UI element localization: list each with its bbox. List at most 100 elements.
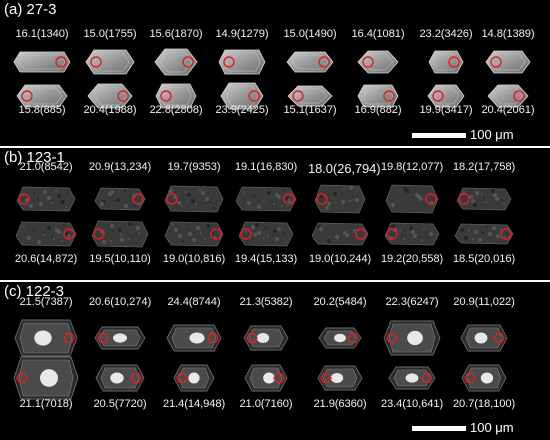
analysis-spot [117,90,129,102]
analysis-spot [493,332,505,344]
grain-age-label: 21.0(8542) [19,161,73,173]
analysis-spot [16,372,28,384]
analysis-spot [246,332,258,344]
grain-age-label: 14.8(1389) [481,28,535,40]
zircon-grain [154,48,198,76]
zircon-grain [238,221,294,247]
scale-bar-line [412,426,466,431]
analysis-spot [273,372,285,384]
zircon-grain [243,325,289,351]
grain-age-label: 21.0(7160) [239,398,293,410]
grain-age-label: 20.5(7720) [93,398,147,410]
grain-age-label: 22.8(2808) [149,104,203,116]
zircon-grain [487,84,529,108]
grain-age-label: 20.6(14,872) [14,253,78,265]
grain-age-label: 19.7(9353) [167,161,221,173]
grain-age-label: 20.4(2061) [481,104,535,116]
grain-age-label: 16.1(1340) [15,28,69,40]
zircon-grain [318,327,362,349]
analysis-spot [63,228,75,240]
grain-images [15,184,514,248]
analysis-spot [166,193,178,205]
grain-age-label: 18.5(20,016) [452,253,516,265]
grain-images [13,319,508,400]
grain-age-label: 20.9(13,234) [88,161,152,173]
zircon-grain [428,50,464,74]
grain-age-label: 23.4(10,641) [380,398,444,410]
analysis-spot [320,372,332,384]
zircon-grain [314,184,366,214]
grain-age-label: 15.8(885) [18,104,66,116]
grain-age-label: 14.9(1279) [215,28,269,40]
panel-title: (a) 27-3 [4,1,57,18]
analysis-spot [210,228,222,240]
scale-bar-label: 100 μm [470,127,514,142]
grain-age-label: 20.2(5484) [313,296,367,308]
analysis-spot [316,193,328,205]
analysis-spot [176,372,188,384]
analysis-spot [248,90,260,102]
zircon-grain [13,356,79,400]
grain-age-label: 15.0(1490) [283,28,337,40]
zircon-grain [164,221,224,247]
grain-age-label: 20.9(11,022) [453,296,515,308]
analysis-spot [97,332,109,344]
grain-age-label: 15.1(1637) [283,104,337,116]
analysis-spot [223,56,235,68]
analysis-spot [432,90,444,102]
grain-age-label: 21.3(5382) [239,296,293,308]
zircon-grain [454,223,514,245]
panel-b: (b) 123-1 21.0(8542) 20.9(13,234) 19.7(935… [0,148,550,280]
analysis-spot [160,90,172,102]
grain-age-label: 20.6(10,274) [88,296,152,308]
zircon-grain [164,185,224,213]
analysis-spot [347,332,359,344]
grain-age-label: 23.2(3426) [419,28,473,40]
zircon-grain [357,50,399,74]
grain-age-label: 19.2(20,558) [380,253,444,265]
analysis-spot [362,56,374,68]
grain-age-label: 22.3(6247) [385,296,439,308]
scale-bar-label: 100 μm [470,420,514,435]
analysis-spot [421,372,433,384]
analysis-spot [283,193,295,205]
grain-age-label: 21.1(7018) [19,398,73,410]
zircon-grain [91,220,149,248]
analysis-spot [240,228,252,240]
analysis-spot [21,90,33,102]
analysis-spot [55,56,67,68]
analysis-spot [292,90,304,102]
grain-images [13,48,531,110]
zircon-grain [155,83,197,109]
analysis-spot [464,372,476,384]
analysis-spot [458,193,470,205]
analysis-spot [130,372,142,384]
panel-title: (c) 122-3 [4,283,65,300]
analysis-spot [355,228,367,240]
grain-age-label: 19.4(15,133) [234,253,298,265]
scale-bar-line [412,133,466,138]
grain-age-label: 21.9(6360) [313,398,367,410]
grain-age-label: 19.1(16,830) [234,161,298,173]
analysis-spot [386,228,398,240]
zircon-grain [95,364,145,392]
zircon-grain [85,49,135,75]
panel-title: (b) 123-1 [4,149,65,166]
zircon-grain [427,84,465,108]
zircon-grain [244,364,288,392]
grain-age-label: 19.5(10,110) [89,253,151,265]
zircon-grain [16,84,68,108]
grain-age-label: 21.4(14,948) [162,398,226,410]
analysis-spot [386,332,398,344]
analysis-spot [490,56,502,68]
zircon-grain [13,51,71,73]
analysis-spot [63,332,75,344]
zircon-grain [218,49,266,75]
grain-age-label: 23.9(2425) [215,104,269,116]
grain-age-label: 18.0(26,794) [308,161,381,176]
grain-age-label: 19.0(10,244) [308,253,372,265]
zircon-grain [87,83,133,109]
analysis-spot [448,56,460,68]
zircon-grain [287,85,333,107]
